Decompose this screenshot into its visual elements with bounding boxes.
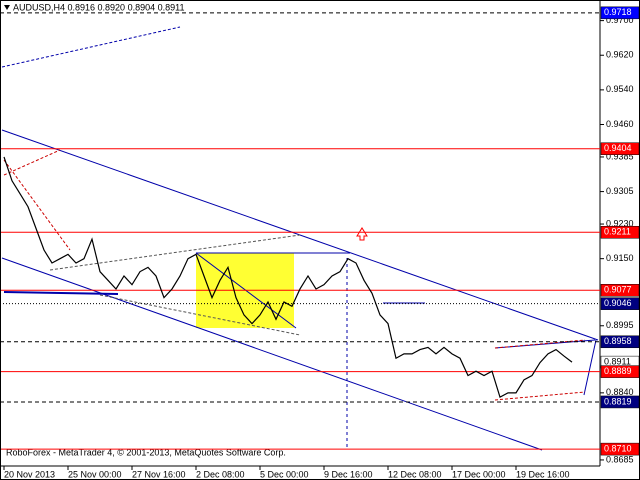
- x-tick-label: 20 Nov 2013: [4, 469, 55, 479]
- level-label: 0.8710: [604, 443, 632, 453]
- level-label: 0.9404: [604, 143, 632, 153]
- footer: RoboForex - MetaTrader 4, © 2001-2013, M…: [6, 447, 286, 457]
- x-tick-label: 19 Dec 16:00: [516, 469, 570, 479]
- x-tick-label: 25 Nov 00:00: [68, 469, 122, 479]
- level-label: 0.8958: [604, 336, 632, 346]
- y-tick-label: 0.9385: [606, 151, 634, 161]
- y-tick-label: 0.9700: [606, 15, 634, 25]
- level-label: 0.8889: [604, 366, 632, 376]
- y-tick-label: 0.9150: [606, 253, 634, 263]
- y-tick-label: 0.8995: [606, 320, 634, 330]
- level-label: 0.9211: [604, 227, 631, 237]
- level-label: 0.8911: [604, 356, 631, 366]
- x-tick-label: 27 Nov 16:00: [132, 469, 186, 479]
- y-tick-label: 0.9305: [606, 186, 634, 196]
- y-tick-label: 0.8840: [606, 387, 634, 397]
- y-tick-label: 0.9460: [606, 119, 634, 129]
- x-tick-label: 17 Dec 00:00: [452, 469, 506, 479]
- up-arrow: [356, 227, 368, 241]
- level-label: 0.9718: [604, 7, 632, 17]
- chart-title: AUDUSD,H4 0.8916 0.8920 0.8904 0.8911: [13, 2, 184, 12]
- level-label: 0.9077: [604, 285, 632, 295]
- level-label: 0.8819: [604, 396, 632, 406]
- x-tick-label: 5 Dec 00:00: [260, 469, 309, 479]
- x-tick-label: 12 Dec 08:00: [388, 469, 442, 479]
- x-tick-label: 2 Dec 08:00: [196, 469, 245, 479]
- price-line: [3, 156, 573, 399]
- level-label: 0.9046: [604, 298, 632, 308]
- y-tick-label: 0.8685: [606, 454, 634, 464]
- y-tick-label: 0.9620: [606, 50, 634, 60]
- symbol-menu[interactable]: [4, 5, 10, 10]
- x-tick-label: 9 Dec 16:00: [324, 469, 373, 479]
- triangle-lines: [49, 234, 301, 336]
- y-tick-label: 0.9230: [606, 218, 634, 228]
- y-tick-label: 0.9540: [606, 84, 634, 94]
